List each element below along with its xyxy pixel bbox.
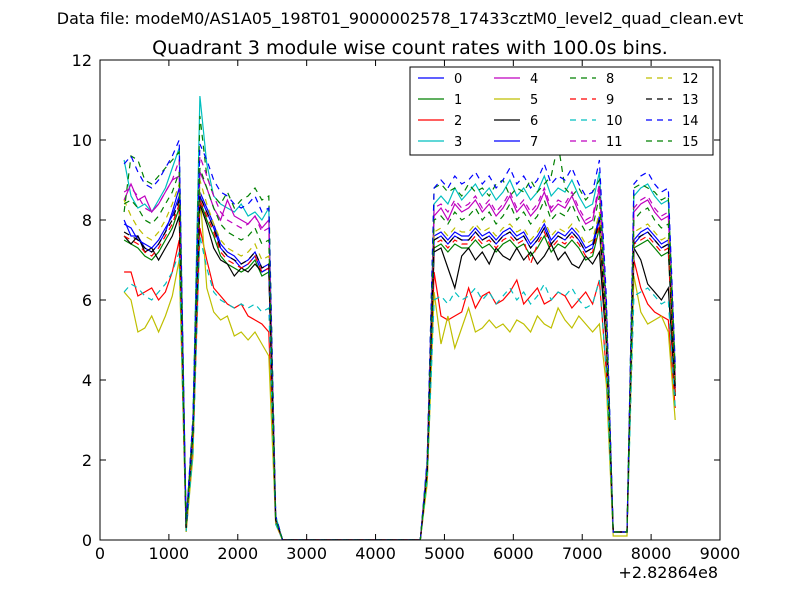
x-tick-label: 7000	[562, 544, 603, 563]
x-tick-label: 5000	[424, 544, 465, 563]
legend-label-15: 15	[682, 135, 699, 150]
series-line-9	[123, 199, 676, 540]
x-tick-label: 8000	[631, 544, 672, 563]
series-line-0	[123, 187, 676, 540]
series-line-13	[123, 195, 676, 540]
series-line-8	[123, 115, 676, 540]
legend-label-6: 6	[530, 114, 538, 129]
y-tick-label: 0	[82, 531, 92, 550]
x-tick-label: 3000	[286, 544, 327, 563]
y-tick-label: 12	[72, 51, 92, 70]
x-tick-label: 4000	[355, 544, 396, 563]
y-tick-label: 8	[82, 211, 92, 230]
legend-label-4: 4	[530, 72, 538, 87]
y-tick-label: 4	[82, 371, 92, 390]
series-line-3	[123, 95, 676, 540]
series-layer	[123, 95, 676, 540]
legend-label-1: 1	[454, 93, 462, 108]
chart-title: Quadrant 3 module wise count rates with …	[152, 37, 668, 59]
legend-label-9: 9	[606, 93, 614, 108]
series-line-10	[123, 235, 676, 540]
x-tick-label: 0	[95, 544, 105, 563]
super-title: Data file: modeM0/AS1A05_198T01_90000025…	[57, 9, 743, 29]
series-line-2	[124, 227, 676, 540]
legend-label-10: 10	[606, 114, 623, 129]
x-tick-label: 1000	[149, 544, 190, 563]
axis-ticks: 0 1000 2000 3000 4000 5000 6000 7000 8000 9000 0 2 4…	[72, 51, 741, 563]
y-tick-label: 6	[82, 291, 92, 310]
x-tick-label: 6000	[493, 544, 534, 563]
y-tick-label: 10	[72, 131, 92, 150]
series-line-11	[123, 155, 676, 540]
legend-label-12: 12	[682, 72, 699, 87]
legend-label-5: 5	[530, 93, 538, 108]
series-line-12	[123, 179, 676, 540]
legend-label-14: 14	[682, 114, 699, 129]
x-tick-label: 2000	[217, 544, 258, 563]
legend-label-7: 7	[530, 135, 538, 150]
legend-label-0: 0	[454, 72, 462, 87]
x-tick-label: 9000	[700, 544, 741, 563]
legend-label-3: 3	[454, 135, 462, 150]
series-line-14	[123, 139, 676, 540]
legend-label-2: 2	[454, 114, 462, 129]
series-line-7	[123, 195, 676, 540]
y-tick-label: 2	[82, 451, 92, 470]
legend-label-13: 13	[682, 93, 699, 108]
legend-label-8: 8	[606, 72, 614, 87]
legend-frame	[409, 66, 714, 156]
x-offset-label: +2.82864e8	[618, 563, 718, 582]
legend-label-11: 11	[606, 135, 623, 150]
